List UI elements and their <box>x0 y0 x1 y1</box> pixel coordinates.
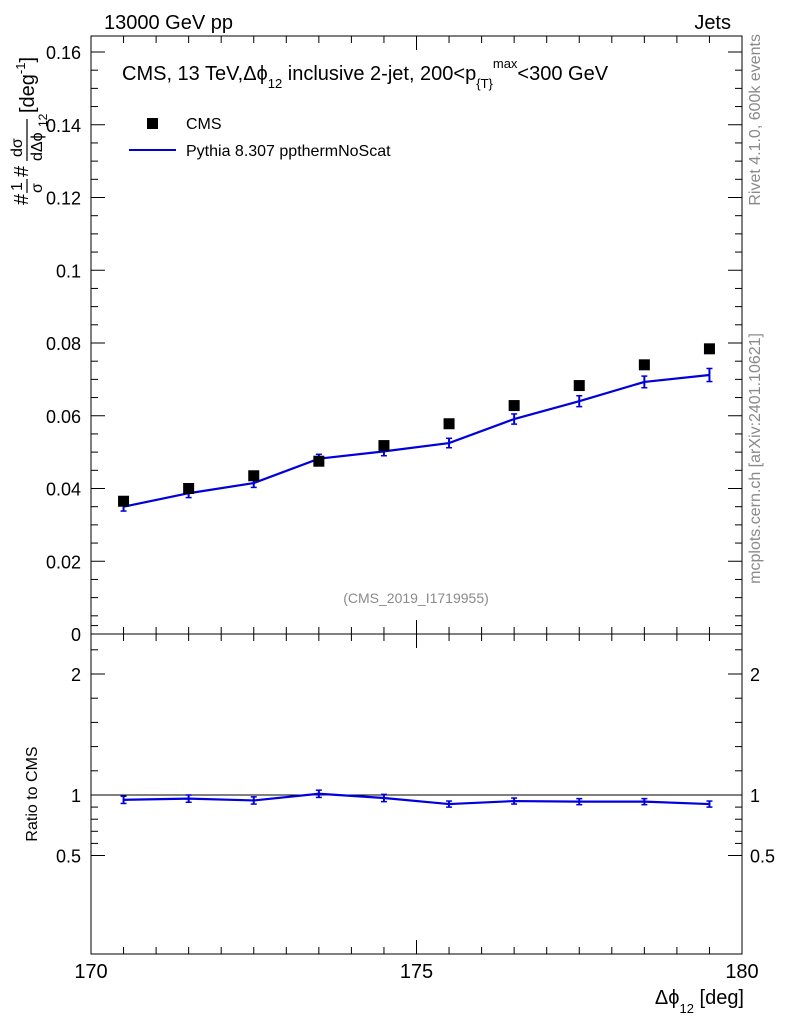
ratio-tick-label-left: 0.5 <box>56 847 81 867</box>
ratio-tick-label-left: 2 <box>71 665 81 685</box>
x-axis-label: Δϕ12 [deg] <box>655 987 744 1016</box>
cms-data-point <box>183 483 195 494</box>
ratio-axis-ticks: 0.5 0.5 1 1 2 2 <box>56 625 775 867</box>
pythia-line <box>123 373 710 508</box>
y-tick-label: 0.08 <box>46 334 81 354</box>
svg-text:dσ: dσ <box>9 138 26 157</box>
rivet-label: Rivet 4.1.0, 600k events <box>747 34 764 206</box>
pythia-series-ratio <box>120 789 713 808</box>
y-tick-label: 0 <box>71 625 81 645</box>
cms-data-point <box>443 418 455 430</box>
ratio-tick-label-right: 1 <box>750 786 760 806</box>
cms-series-main <box>118 343 715 507</box>
x-tick-label: 175 <box>400 961 433 983</box>
svg-text:1: 1 <box>9 182 26 191</box>
svg-text:dΔϕ: dΔϕ <box>29 132 46 161</box>
main-axis-ticks: 0 0.02 0.04 0.06 0.08 0.1 0.12 0.14 0.16 <box>46 43 742 645</box>
cms-data-point <box>508 400 520 412</box>
y-axis-label: # 1 σ # dσ dΔϕ 12 [deg-1] <box>9 57 50 205</box>
legend: CMS Pythia 8.307 ppthermNoScat <box>129 116 391 160</box>
y-tick-label: 0.04 <box>46 480 81 500</box>
cms-data-point <box>573 380 585 392</box>
y-tick-label: 0.02 <box>46 552 81 572</box>
legend-cms-marker <box>147 118 158 129</box>
svg-text:#: # <box>11 165 33 177</box>
svg-text:[deg-1]: [deg-1] <box>13 57 39 113</box>
pythia-ratio-line <box>123 792 710 806</box>
y-tick-label: 0.12 <box>46 189 81 209</box>
header-category: Jets <box>694 12 731 34</box>
y-tick-label: 0.1 <box>56 261 81 281</box>
y-tick-label: 0.16 <box>46 43 81 63</box>
cms-data-point <box>378 440 390 452</box>
analysis-watermark: (CMS_2019_I1719955) <box>343 590 489 606</box>
svg-text:#: # <box>11 193 33 205</box>
ratio-tick-label-right: 0.5 <box>750 847 775 867</box>
cms-data-point <box>248 470 260 482</box>
x-tick-label: 180 <box>725 961 758 983</box>
ratio-y-axis-label: Ratio to CMS <box>24 746 41 841</box>
cms-data-point <box>118 495 130 507</box>
header-energy: 13000 GeV pp <box>104 12 233 34</box>
ratio-tick-label-right: 2 <box>750 665 760 685</box>
pythia-series-main <box>120 367 713 512</box>
svg-text:12: 12 <box>36 113 50 127</box>
x-axis-ticks: 170 175 180 <box>74 36 759 983</box>
legend-cms-label: CMS <box>186 116 222 133</box>
ratio-tick-label-left: 1 <box>71 786 81 806</box>
legend-pythia-label: Pythia 8.307 ppthermNoScat <box>186 143 391 160</box>
y-tick-label: 0.14 <box>46 116 81 136</box>
cms-data-point <box>313 455 325 467</box>
y-tick-label: 0.06 <box>46 407 81 427</box>
svg-text:σ: σ <box>29 183 46 193</box>
cms-data-point <box>638 359 650 371</box>
mcplots-label: mcplots.cern.ch [arXiv:2401.10621] <box>747 333 764 584</box>
ratio-plot-frame <box>90 633 743 955</box>
chart-title: CMS, 13 TeV,Δϕ12 inclusive 2-jet, 200<p{… <box>122 56 609 91</box>
cms-data-point <box>703 343 715 355</box>
x-tick-label: 170 <box>74 961 107 983</box>
